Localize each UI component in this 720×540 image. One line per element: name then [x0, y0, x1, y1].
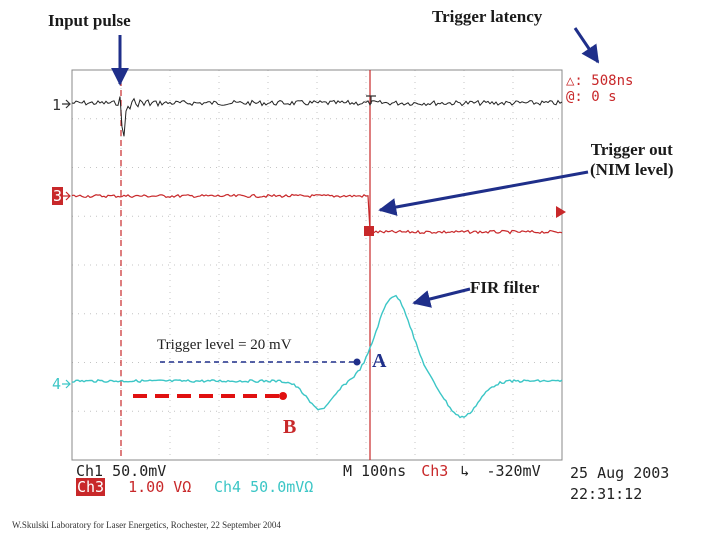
- point-b-dot: [279, 392, 287, 400]
- graticule: [72, 70, 562, 460]
- trigger-out-label: Trigger out (NIM level): [590, 140, 674, 180]
- ch3-scale: Ch3 1.00 VΩ: [76, 478, 191, 496]
- ch3-scale-value: 1.00 VΩ: [128, 478, 192, 496]
- cursor-at: @: 0 s: [566, 89, 617, 105]
- ch3-trace: [71, 193, 563, 235]
- time: 22:31:12: [570, 485, 643, 503]
- ch3-ground-arrow: [62, 191, 71, 201]
- date: 25 Aug 2003: [570, 464, 670, 482]
- trigger-source: Ch3: [421, 462, 449, 480]
- cursor-delta: △: 508ns: [566, 73, 634, 89]
- cursor-readout: △: 508ns @: 0 s: [566, 73, 633, 105]
- ch1-ground-arrow: [62, 99, 71, 109]
- ch3-scale-label: Ch3: [76, 478, 106, 496]
- ch4-marker: 4: [52, 375, 62, 393]
- timebase-value: M 100ns: [343, 462, 407, 480]
- trigger-out-line2: (NIM level): [590, 160, 674, 179]
- trigger-level-value: -320mV: [486, 462, 541, 480]
- fir-filter-arrow: [412, 287, 471, 308]
- ch1-marker: 1: [52, 96, 62, 114]
- trigger-level-label: Trigger level = 20 mV: [157, 337, 292, 353]
- trigger-position-marker: [366, 95, 376, 104]
- ch1-scale: Ch1 50.0mV: [76, 462, 167, 480]
- point-a-dot: [353, 358, 361, 366]
- footer-credit: W.Skulski Laboratory for Laser Energetic…: [12, 520, 281, 530]
- trigger-out-arrow: [378, 170, 589, 216]
- marker-a-label: A: [372, 350, 387, 372]
- trigger-latency-arrow: [573, 27, 600, 64]
- ch3-marker: 3: [52, 187, 64, 205]
- ch4-trace: [71, 294, 563, 419]
- graticule-border: [71, 69, 563, 461]
- trigger-slope-icon: ↳: [460, 462, 470, 480]
- ch4-ground-arrow: [62, 379, 71, 389]
- trigger-point-marker: [364, 226, 374, 236]
- timebase: M 100ns Ch3 ↳ -320mV: [343, 462, 541, 480]
- fir-filter-label: FIR filter: [470, 278, 540, 297]
- trigger-latency-label: Trigger latency: [432, 7, 543, 26]
- trigger-out-line1: Trigger out: [590, 140, 673, 159]
- ch4-scale: Ch4 50.0mVΩ: [214, 478, 314, 496]
- input-pulse-label: Input pulse: [48, 11, 131, 30]
- trigger-level-arrow: [556, 206, 566, 218]
- ch1-trace: [71, 96, 563, 137]
- marker-b-label: B: [283, 416, 297, 438]
